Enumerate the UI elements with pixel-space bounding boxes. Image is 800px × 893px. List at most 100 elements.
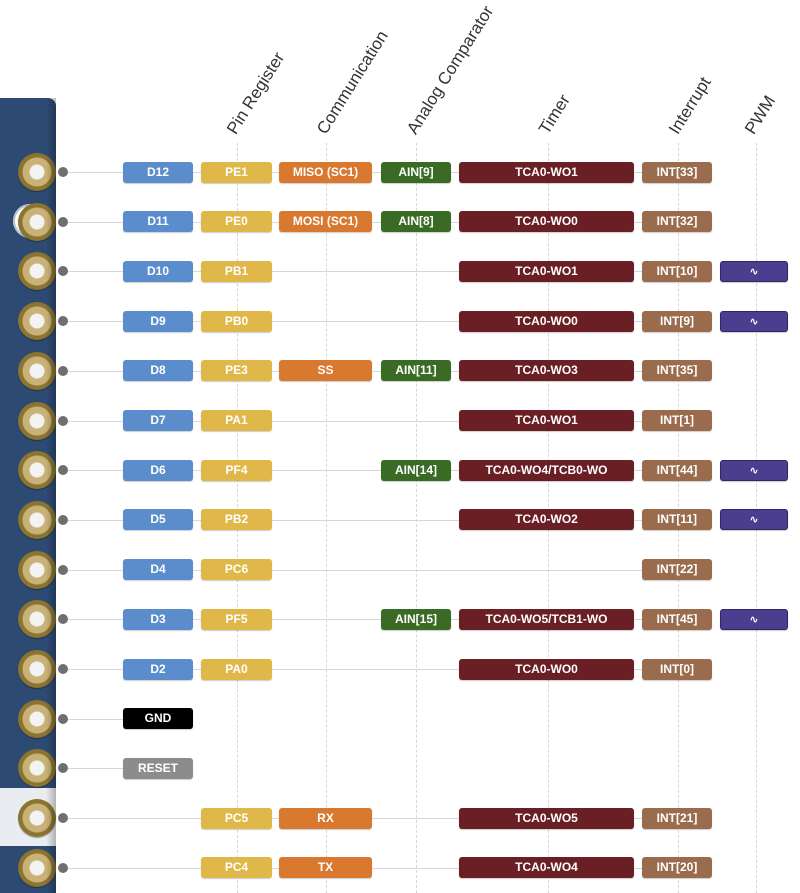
pin-connector-dot [58, 316, 68, 327]
port-pin-label: PC6 [201, 559, 272, 581]
port-pin-label: PE1 [201, 161, 272, 183]
port-pin-label: PC5 [201, 807, 272, 829]
interrupt-label: INT[33] [642, 161, 712, 183]
communication-label: RX [279, 807, 372, 829]
pin-connector-dot [58, 465, 68, 476]
timer-label: TCA0-WO3 [459, 360, 634, 382]
pin-connector-dot [58, 763, 68, 774]
interrupt-label: INT[32] [642, 211, 712, 233]
pin-connector-dot [58, 564, 68, 575]
pin-connector-dot [58, 664, 68, 674]
pin-connector-dot [58, 862, 68, 873]
interrupt-label: INT[0] [642, 658, 712, 680]
digital-pin-label: D6 [123, 459, 193, 481]
timer-label: TCA0-WO0 [459, 658, 634, 680]
header-pin-pad [18, 153, 56, 191]
analog-comparator-label: AIN[9] [381, 161, 451, 183]
port-pin-label: PB1 [201, 260, 272, 282]
header-pin-pad [18, 650, 56, 688]
digital-pin-label: D2 [123, 658, 193, 680]
digital-pin-label: D11 [123, 211, 193, 233]
pin-connector-dot [58, 167, 68, 177]
pin-connector-dot [58, 713, 68, 724]
port-pin-label: PF4 [201, 459, 272, 481]
pin-lead-line [68, 669, 710, 670]
header-analog-comparator: Analog Comparator [403, 2, 498, 138]
communication-label: MISO (SC1) [279, 161, 372, 183]
pin-connector-dot [58, 514, 68, 525]
communication-label: SS [279, 360, 372, 382]
guide-line-analog-comparator [416, 143, 417, 893]
pwm-wave-icon: ∿ [720, 459, 788, 481]
digital-pin-label: D3 [123, 608, 193, 630]
port-pin-label: PF5 [201, 608, 272, 630]
interrupt-label: INT[10] [642, 260, 712, 282]
port-pin-label: PE0 [201, 211, 272, 233]
communication-label: MOSI (SC1) [279, 211, 372, 233]
pin-connector-dot [58, 216, 68, 227]
pwm-wave-icon: ∿ [720, 260, 788, 282]
header-communication: Communication [313, 27, 392, 138]
pwm-wave-icon: ∿ [720, 509, 788, 531]
interrupt-label: INT[45] [642, 608, 712, 630]
pin-lead-line [68, 867, 710, 869]
interrupt-label: INT[1] [642, 410, 712, 431]
header-pwm: PWM [741, 92, 780, 138]
header-pin-pad [18, 401, 56, 440]
header-pin-pad [18, 600, 56, 639]
header-interrupt: Interrupt [665, 73, 715, 138]
header-pin-pad [18, 848, 56, 887]
digital-pin-label: D10 [123, 260, 193, 282]
digital-pin-label: D12 [123, 161, 193, 183]
port-pin-label: PA1 [201, 410, 272, 431]
interrupt-label: INT[22] [642, 559, 712, 581]
port-pin-label: PA0 [201, 658, 272, 680]
port-pin-label: PB0 [201, 310, 272, 332]
analog-comparator-label: AIN[8] [381, 211, 451, 233]
guide-line-communication [326, 143, 327, 893]
timer-label: TCA0-WO1 [459, 161, 634, 183]
pin-lead-line [68, 519, 710, 521]
pin-lead-line [68, 420, 710, 422]
port-pin-label: PE3 [201, 360, 272, 382]
port-pin-label: PC4 [201, 857, 272, 879]
interrupt-label: INT[35] [642, 360, 712, 382]
timer-label: TCA0-WO1 [459, 410, 634, 431]
pin-connector-dot [58, 266, 68, 277]
digital-pin-label: D4 [123, 559, 193, 581]
port-pin-label: PB2 [201, 509, 272, 531]
gnd-label: GND [123, 708, 193, 730]
header-pin-pad [18, 451, 56, 490]
pin-connector-dot [58, 614, 68, 625]
header-pin-pad [18, 302, 56, 341]
header-pin-pad [18, 699, 56, 738]
analog-comparator-label: AIN[11] [381, 360, 451, 382]
arduino-board-edge [0, 98, 56, 893]
pin-connector-dot [58, 365, 68, 376]
interrupt-label: INT[9] [642, 310, 712, 332]
interrupt-label: INT[44] [642, 459, 712, 481]
header-pin-pad [18, 799, 56, 838]
pin-lead-line [68, 321, 710, 323]
pwm-wave-icon: ∿ [720, 608, 788, 630]
digital-pin-label: D7 [123, 410, 193, 431]
pin-lead-line [68, 718, 124, 720]
timer-label: TCA0-WO4 [459, 857, 634, 879]
timer-label: TCA0-WO0 [459, 211, 634, 233]
header-timer: Timer [535, 91, 574, 138]
timer-label: TCA0-WO5/TCB1-WO [459, 608, 634, 630]
timer-label: TCA0-WO5 [459, 807, 634, 829]
timer-label: TCA0-WO1 [459, 260, 634, 282]
communication-label: TX [279, 857, 372, 879]
pwm-wave-icon: ∿ [720, 310, 788, 332]
pin-lead-line [68, 768, 124, 770]
header-pin-pad [18, 202, 56, 241]
analog-comparator-label: AIN[14] [381, 459, 451, 481]
digital-pin-label: D8 [123, 360, 193, 382]
pin-connector-dot [58, 813, 68, 824]
header-pin-register: Pin Register [223, 48, 289, 138]
header-pin-pad [18, 351, 56, 390]
pin-connector-dot [58, 415, 68, 426]
interrupt-label: INT[21] [642, 807, 712, 829]
interrupt-label: INT[11] [642, 509, 712, 531]
